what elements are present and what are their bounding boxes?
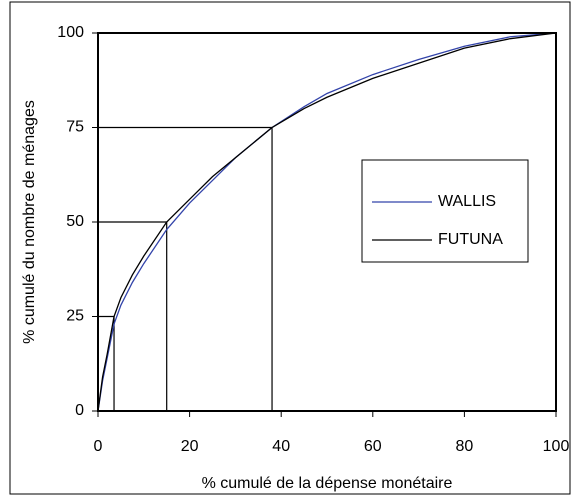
x-tick-label: 60 [364, 438, 382, 455]
legend-label: FUTUNA [438, 231, 503, 248]
x-tick-label: 0 [94, 438, 103, 455]
reference-line [98, 126, 273, 411]
y-tick-label: 0 [75, 402, 84, 419]
legend-label: WALLIS [438, 193, 496, 210]
legend-box [361, 159, 529, 263]
series-line [97, 32, 557, 412]
x-tick-label: 40 [272, 438, 290, 455]
frame [9, 1, 571, 495]
x-tick-label: 80 [456, 438, 474, 455]
y-axis-label: % cumulé du nombre de ménages [21, 100, 38, 344]
x-axis-label: % cumulé de la dépense monétaire [202, 475, 453, 492]
x-tick-label: 20 [181, 438, 199, 455]
plot-border [97, 32, 557, 412]
y-tick-label: 75 [66, 119, 84, 136]
y-tick-label: 100 [57, 24, 84, 41]
y-tick-label: 50 [66, 213, 84, 230]
series-line [97, 32, 557, 412]
x-tick-label: 100 [543, 438, 570, 455]
y-tick-label: 25 [66, 308, 84, 325]
